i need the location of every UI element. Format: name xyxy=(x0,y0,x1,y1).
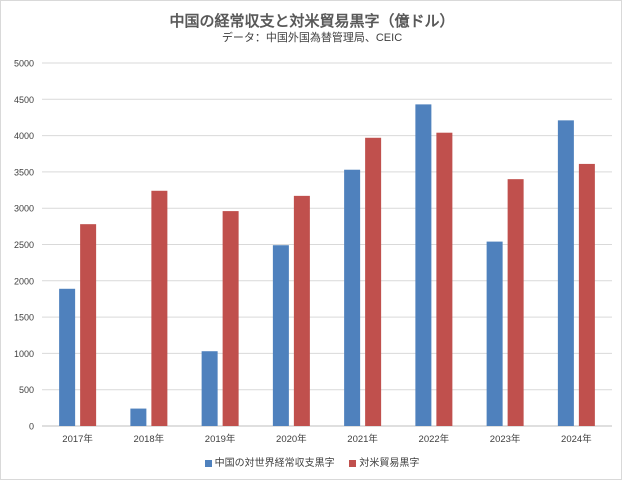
x-tick-label: 2021年 xyxy=(347,433,378,445)
chart-title: 中国の経常収支と対米貿易黒字（億ドル） xyxy=(169,13,455,30)
x-tick-label: 2023年 xyxy=(490,433,521,445)
bar-current-account xyxy=(130,408,147,426)
bar-current-account xyxy=(486,241,503,426)
chart-subtitle: データ：中国外国為替管理局、CEIC xyxy=(221,32,403,44)
bar-us-trade-surplus xyxy=(365,137,382,426)
bar-current-account xyxy=(557,120,574,426)
bar-us-trade-surplus xyxy=(507,179,524,426)
bar-us-trade-surplus xyxy=(222,211,239,426)
bar-current-account xyxy=(201,351,218,426)
y-tick-label: 3000 xyxy=(14,204,34,214)
legend-item-current-account: 中国の対世界経常収支黒字 xyxy=(204,454,335,469)
y-tick-label: 2500 xyxy=(14,240,34,250)
y-tick-label: 4000 xyxy=(14,131,34,141)
bar-current-account xyxy=(272,245,289,426)
legend-label-current-account: 中国の対世界経常収支黒字 xyxy=(214,458,335,469)
y-tick-label: 2000 xyxy=(14,276,34,286)
y-tick-label: 500 xyxy=(19,385,34,395)
y-tick-label: 3500 xyxy=(14,167,34,177)
bar-us-trade-surplus xyxy=(151,190,168,426)
y-tick-label: 0 xyxy=(29,422,34,432)
legend-swatch-current-account xyxy=(204,459,212,467)
x-tick-label: 2017年 xyxy=(62,433,93,445)
x-tick-label: 2020年 xyxy=(276,433,307,445)
x-tick-label: 2018年 xyxy=(134,433,165,445)
bar-current-account xyxy=(344,169,361,427)
y-tick-label: 5000 xyxy=(14,59,34,69)
y-tick-label: 4500 xyxy=(14,95,34,105)
x-tick-label: 2022年 xyxy=(419,433,450,445)
bar-us-trade-surplus xyxy=(80,224,97,426)
legend: 中国の対世界経常収支黒字 対米貿易黒字 xyxy=(1,454,622,469)
legend-item-us-trade-surplus: 対米貿易黒字 xyxy=(349,454,419,469)
legend-swatch-us-trade-surplus xyxy=(349,459,357,467)
bar-us-trade-surplus xyxy=(293,195,310,426)
y-tick-label: 1500 xyxy=(14,313,34,323)
bar-current-account xyxy=(59,288,76,426)
y-tick-label: 1000 xyxy=(14,349,34,359)
x-tick-label: 2024年 xyxy=(561,433,592,445)
bar-us-trade-surplus xyxy=(578,163,595,426)
x-tick-label: 2019年 xyxy=(205,433,236,445)
bar-current-account xyxy=(415,104,432,426)
legend-label-us-trade-surplus: 対米貿易黒字 xyxy=(359,458,420,469)
bar-us-trade-surplus xyxy=(436,132,453,427)
